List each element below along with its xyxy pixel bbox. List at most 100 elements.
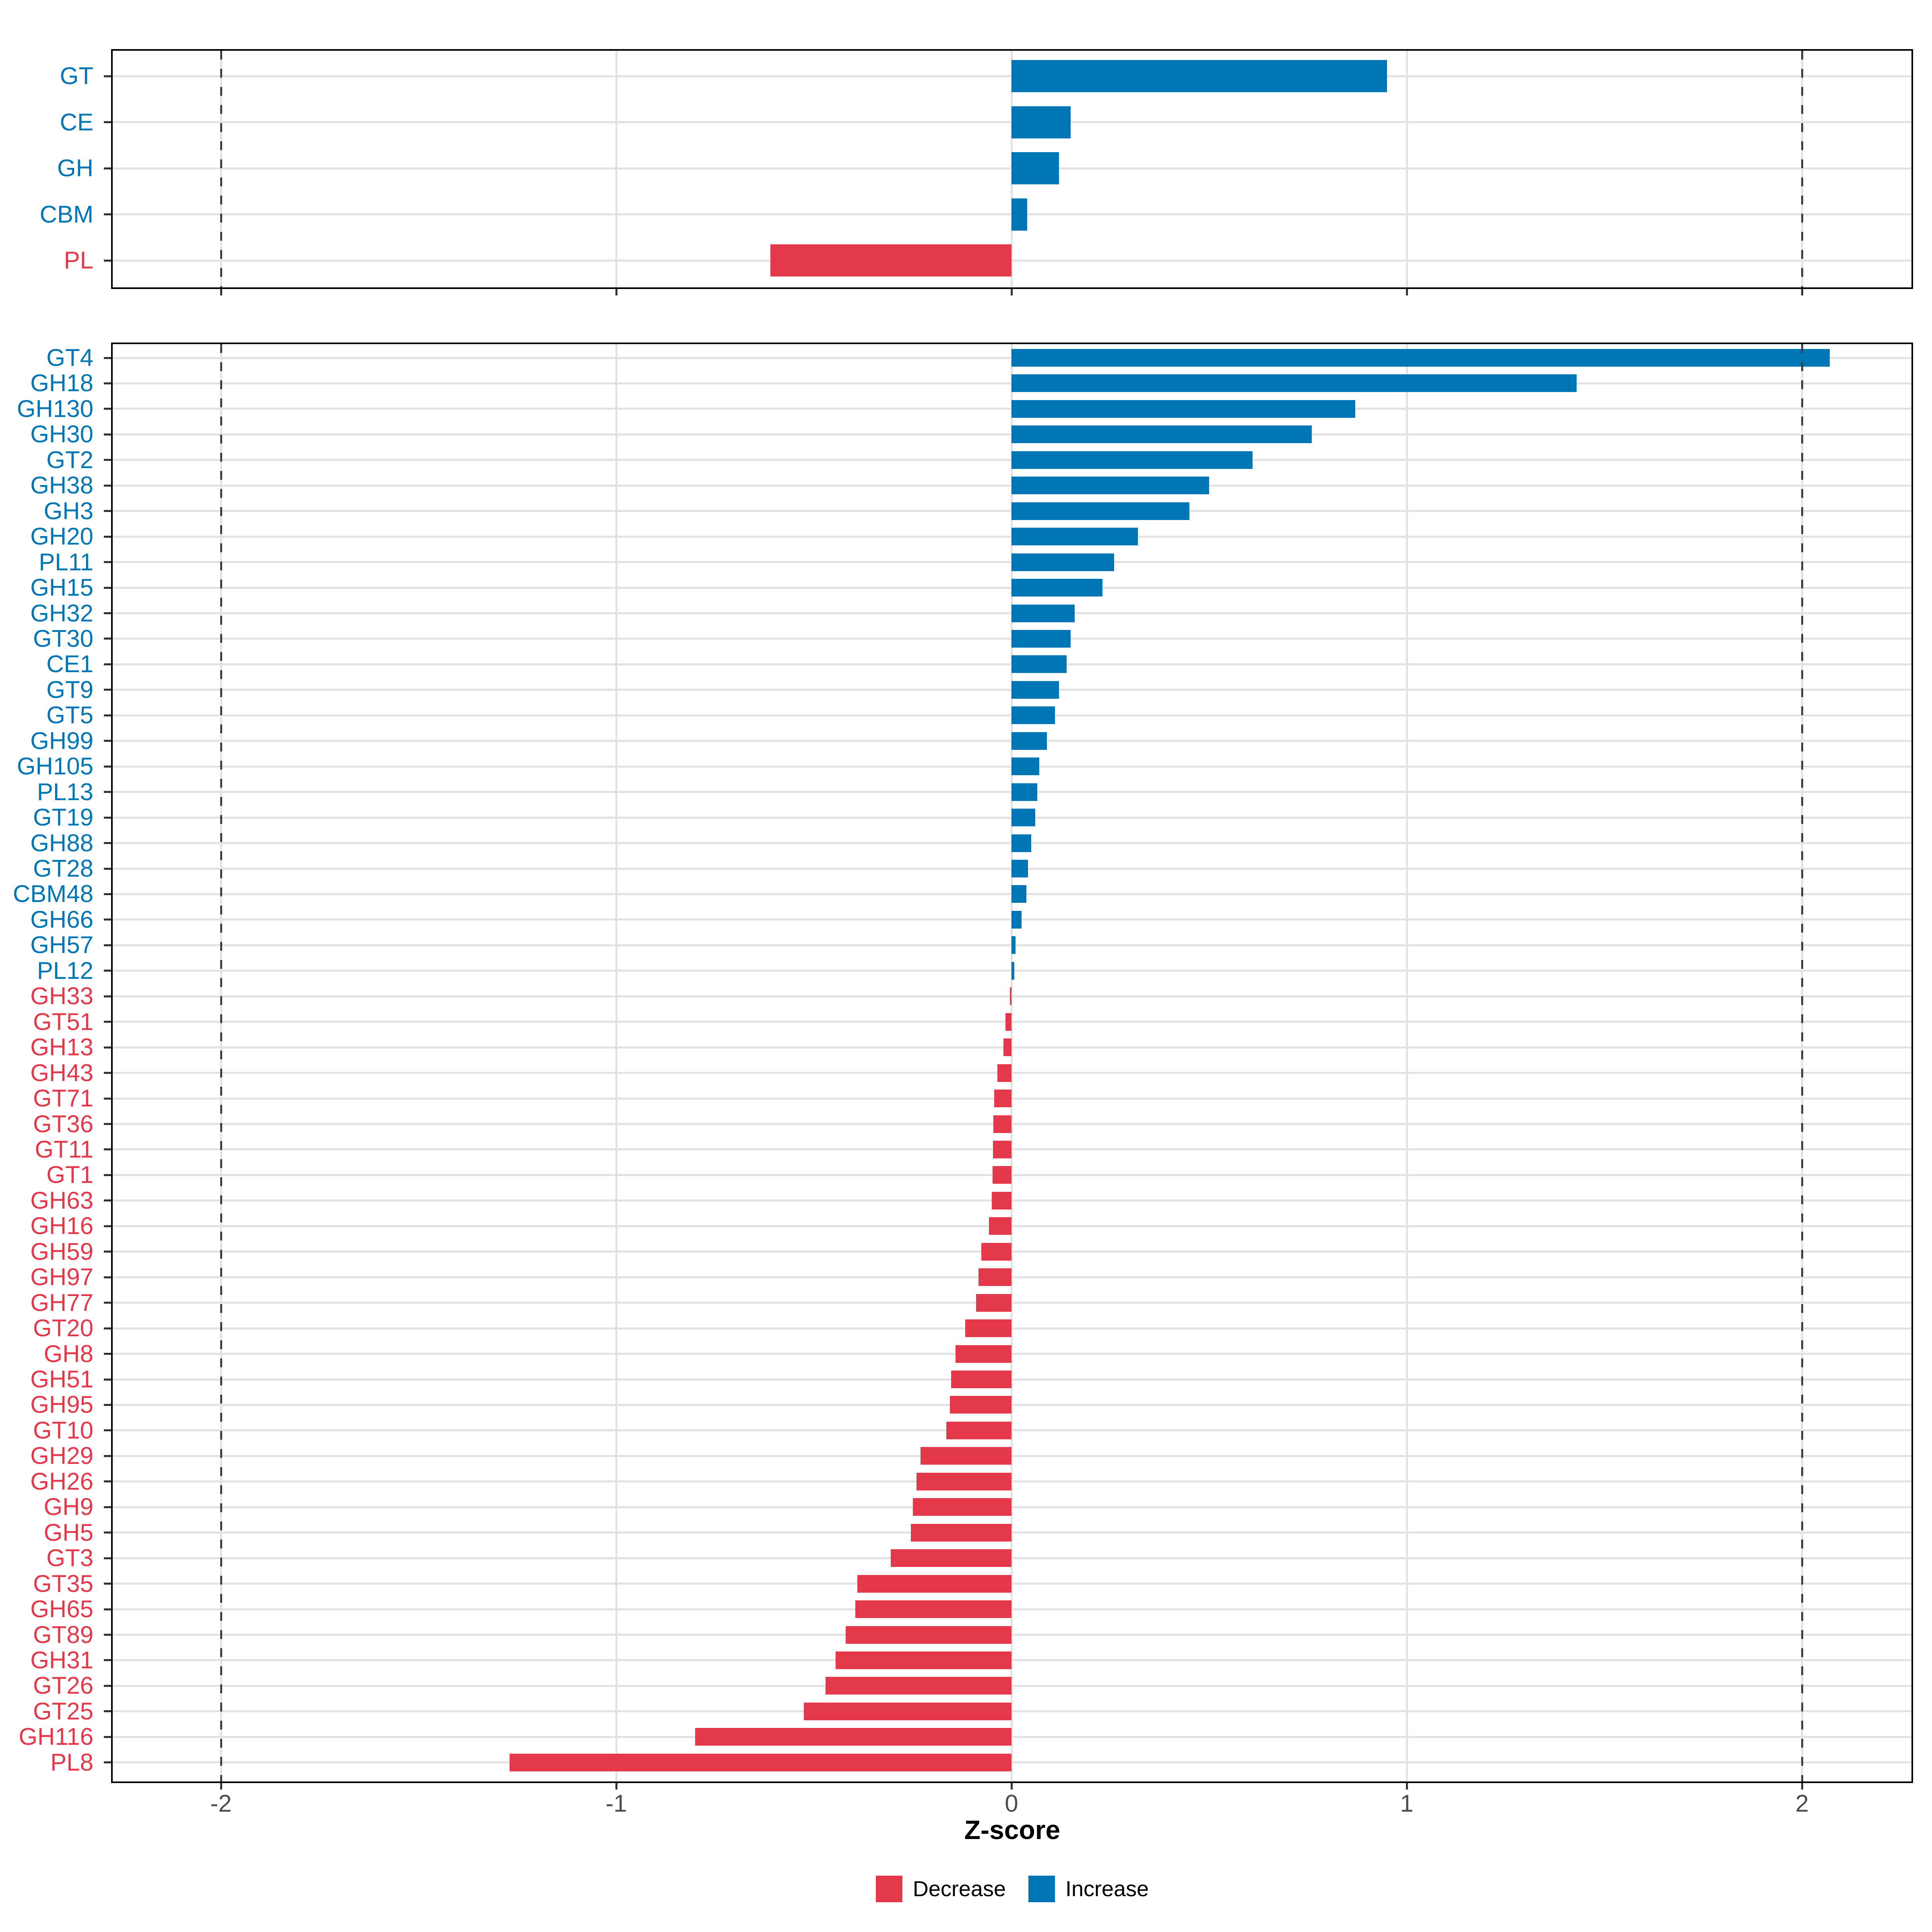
bar bbox=[509, 1753, 1011, 1771]
x-axis-tick-label: 2 bbox=[1795, 1790, 1809, 1817]
bar bbox=[845, 1626, 1011, 1644]
dashed-reference-line bbox=[1801, 51, 1803, 287]
y-axis-tick bbox=[104, 791, 111, 793]
y-axis-label: GH5 bbox=[43, 1519, 93, 1546]
bar bbox=[993, 1115, 1011, 1133]
y-axis-label: GH bbox=[57, 155, 93, 182]
bar bbox=[1011, 860, 1028, 877]
x-axis-tick bbox=[220, 1783, 222, 1790]
y-axis-label: GH20 bbox=[30, 523, 93, 550]
x-axis-tick bbox=[1010, 289, 1013, 295]
bar bbox=[1011, 152, 1059, 184]
y-axis-tick bbox=[104, 1251, 111, 1253]
y-axis-label: GH18 bbox=[30, 369, 93, 397]
bar bbox=[1011, 936, 1016, 954]
y-axis-label: GT26 bbox=[33, 1672, 93, 1699]
bar bbox=[997, 1064, 1011, 1082]
bar bbox=[836, 1651, 1011, 1669]
bar bbox=[891, 1549, 1011, 1567]
y-axis-tick bbox=[104, 740, 111, 742]
gridline-vertical bbox=[615, 51, 617, 287]
y-axis-label: GH95 bbox=[30, 1391, 93, 1418]
y-axis-tick bbox=[104, 714, 111, 716]
y-axis-tick bbox=[104, 259, 111, 262]
y-axis-tick bbox=[104, 1634, 111, 1636]
y-axis-label: GH38 bbox=[30, 472, 93, 499]
bar bbox=[855, 1600, 1011, 1618]
y-axis-tick bbox=[104, 357, 111, 359]
y-axis-tick bbox=[104, 663, 111, 665]
bar bbox=[1011, 400, 1356, 418]
gridline-vertical bbox=[1406, 51, 1408, 287]
y-axis-label: GT28 bbox=[33, 855, 93, 882]
y-axis-label: GH32 bbox=[30, 599, 93, 627]
y-axis-label: GH3 bbox=[43, 497, 93, 524]
y-axis-tick bbox=[104, 944, 111, 946]
y-axis-label: PL8 bbox=[50, 1748, 93, 1776]
bar bbox=[1011, 732, 1047, 750]
y-axis-label: GT11 bbox=[35, 1135, 93, 1163]
y-axis-label: GH30 bbox=[30, 421, 93, 448]
bar bbox=[910, 1523, 1011, 1542]
y-axis-label: GH51 bbox=[30, 1366, 93, 1393]
y-axis-tick bbox=[104, 1199, 111, 1202]
bar bbox=[989, 1217, 1011, 1235]
y-axis-label: CBM48 bbox=[12, 880, 93, 908]
x-axis-tick-label: -1 bbox=[605, 1790, 627, 1817]
y-axis-label: GH99 bbox=[30, 727, 93, 754]
y-axis-label: GH88 bbox=[30, 829, 93, 857]
y-axis-tick bbox=[104, 1302, 111, 1304]
bar bbox=[857, 1575, 1011, 1593]
y-axis-tick bbox=[104, 1455, 111, 1457]
y-axis-tick bbox=[104, 689, 111, 691]
bar bbox=[1011, 579, 1102, 597]
bar bbox=[1011, 910, 1022, 929]
x-axis-tick-label: -2 bbox=[210, 1790, 232, 1817]
y-axis-tick bbox=[104, 867, 111, 870]
y-axis-tick bbox=[104, 765, 111, 768]
bar bbox=[965, 1319, 1011, 1338]
y-axis-tick bbox=[104, 1659, 111, 1662]
y-axis-tick bbox=[104, 893, 111, 895]
y-axis-label: PL11 bbox=[39, 548, 93, 576]
y-axis-label: GH31 bbox=[30, 1646, 93, 1674]
y-axis-label: GH105 bbox=[17, 753, 93, 780]
y-axis-label: GT1 bbox=[46, 1161, 93, 1189]
y-axis-label: PL12 bbox=[37, 957, 93, 984]
bar bbox=[1011, 681, 1059, 699]
bar bbox=[992, 1166, 1011, 1184]
y-axis-tick bbox=[104, 1583, 111, 1585]
y-axis-label: GH59 bbox=[30, 1238, 93, 1265]
x-axis-tick bbox=[220, 289, 222, 295]
y-axis-tick bbox=[104, 1684, 111, 1687]
top-panel bbox=[111, 49, 1913, 289]
bar bbox=[981, 1243, 1011, 1261]
bar bbox=[1011, 885, 1027, 903]
bar bbox=[1011, 604, 1075, 622]
gridline-vertical bbox=[1406, 344, 1408, 1781]
y-axis-tick bbox=[104, 561, 111, 564]
bar bbox=[1011, 374, 1577, 392]
bar bbox=[916, 1472, 1011, 1490]
y-axis-tick bbox=[104, 121, 111, 123]
y-axis-label: PL13 bbox=[37, 778, 93, 805]
y-axis-label: CBM bbox=[39, 200, 93, 228]
bar bbox=[1011, 553, 1115, 571]
y-axis-label: GH66 bbox=[30, 906, 93, 933]
bar bbox=[826, 1677, 1011, 1695]
y-axis-tick bbox=[104, 612, 111, 614]
bar bbox=[949, 1396, 1011, 1414]
y-axis-tick bbox=[104, 433, 111, 436]
bar bbox=[1003, 1038, 1011, 1057]
bar bbox=[1011, 60, 1387, 92]
y-axis-tick bbox=[104, 382, 111, 384]
y-axis-label: GT5 bbox=[46, 702, 93, 729]
y-axis-label: PL bbox=[64, 247, 93, 274]
y-axis-label: CE bbox=[60, 108, 93, 136]
y-axis-tick bbox=[104, 1736, 111, 1738]
y-axis-tick bbox=[104, 1123, 111, 1125]
x-axis-tick bbox=[1801, 289, 1803, 295]
y-axis-tick bbox=[104, 1506, 111, 1508]
y-axis-tick bbox=[104, 484, 111, 487]
